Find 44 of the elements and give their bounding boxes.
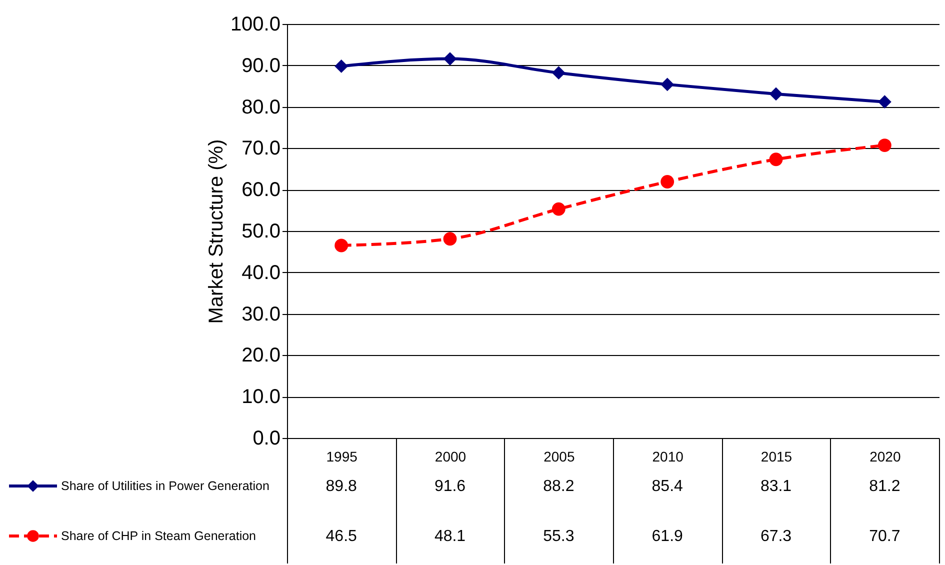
y-tick-label: 30.0 (242, 303, 280, 326)
y-axis-title: Market Structure (%) (205, 139, 228, 324)
legend-label: Share of Utilities in Power Generation (61, 479, 270, 493)
point (660, 78, 674, 92)
y-tick-label: 50.0 (242, 220, 280, 242)
data-label: 85.4 (652, 478, 684, 495)
point (769, 152, 783, 166)
data-label: 89.8 (326, 478, 358, 495)
data-label: 83.1 (760, 478, 792, 495)
point (878, 138, 892, 152)
y-tick-label: 20.0 (242, 344, 280, 367)
point (334, 60, 348, 73)
y-tick-label: 60.0 (242, 179, 280, 202)
x-tick-label: 2020 (870, 448, 901, 464)
data-label: 91.6 (434, 478, 466, 495)
y-tick-label: 0.0 (252, 428, 280, 450)
x-tick-label: 2010 (652, 448, 684, 464)
y-tick-label: 100.0 (230, 14, 280, 36)
legend-label: Share of CHP in Steam Generation (61, 529, 256, 543)
data-label: 48.1 (434, 528, 466, 545)
point (769, 87, 783, 101)
y-tick-label: 10.0 (242, 386, 280, 408)
data-label: 70.7 (869, 528, 900, 545)
point (660, 175, 674, 188)
point (443, 232, 457, 246)
x-tick-label: 2005 (544, 448, 575, 464)
x-tick-label: 2000 (434, 448, 466, 464)
x-tick-label: 1995 (326, 448, 358, 464)
point (443, 52, 457, 66)
point (552, 202, 566, 216)
data-label: 46.5 (326, 528, 358, 545)
y-tick-label: 90.0 (242, 54, 280, 77)
y-tick-label: 80.0 (242, 96, 280, 118)
point (878, 95, 892, 109)
data-label: 61.9 (652, 528, 684, 545)
point (552, 66, 566, 80)
data-label: 55.3 (543, 528, 574, 545)
data-label: 67.3 (760, 528, 792, 545)
data-label: 88.2 (543, 478, 574, 495)
data-label: 81.2 (869, 478, 900, 495)
y-tick-label: 70.0 (242, 138, 280, 160)
x-tick-label: 2015 (760, 448, 792, 464)
y-tick-label: 40.0 (242, 262, 280, 284)
point (334, 238, 348, 252)
